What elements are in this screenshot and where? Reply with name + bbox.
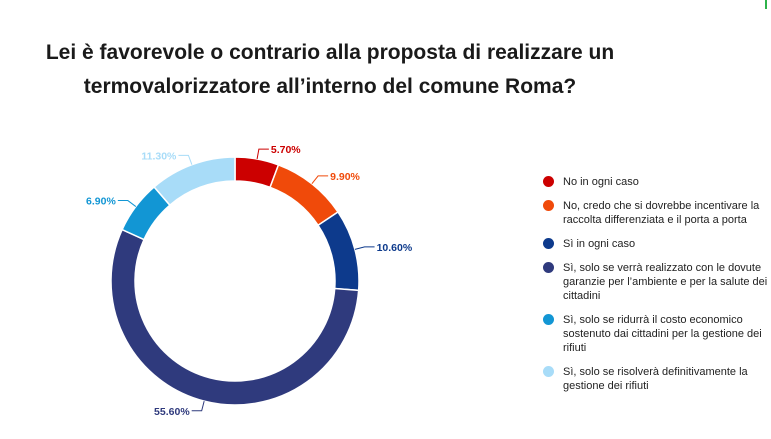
legend-swatch-icon xyxy=(543,262,554,273)
legend-label: No in ogni caso xyxy=(563,176,639,188)
chart-title-line-1: Lei è favorevole o contrario alla propos… xyxy=(45,41,615,64)
leader-line xyxy=(311,175,329,185)
leader-lines xyxy=(117,148,375,412)
legend-swatch-icon xyxy=(543,200,554,211)
data-labels: 5.70% 9.90% 10.60% 55.60% 6.90% 11.30% xyxy=(86,144,413,418)
legend-label: Sì, solo se ridurrà il costo economico s… xyxy=(563,314,762,354)
leader-line xyxy=(178,154,193,165)
legend-label: Sì in ogni caso xyxy=(563,238,636,250)
legend-swatch-icon xyxy=(543,314,554,325)
donut-slice xyxy=(153,156,236,207)
data-label: 6.90% xyxy=(86,196,116,208)
legend-item: No, credo che si dovrebbe incentivare la… xyxy=(543,199,768,227)
legend-swatch-icon xyxy=(543,176,554,187)
donut-slice xyxy=(269,163,340,227)
legend-label: Sì, solo se risolverà definitivamente la… xyxy=(563,366,748,392)
data-label: 10.60% xyxy=(377,242,413,254)
donut-slice xyxy=(317,210,360,292)
legend-swatch-icon xyxy=(543,238,554,249)
legend-item: Sì, solo se verrà realizzato con le dovu… xyxy=(543,261,768,303)
leader-line xyxy=(191,400,205,412)
leader-line xyxy=(117,200,137,207)
leader-line xyxy=(354,246,375,250)
chart-title-line-2: termovalorizzatore all’interno del comun… xyxy=(83,75,577,98)
chart-legend: No in ogni caso No, credo che si dovrebbe… xyxy=(543,175,768,403)
legend-label: No, credo che si dovrebbe incentivare la… xyxy=(563,200,760,226)
data-label: 11.30% xyxy=(141,150,177,162)
edge-marker xyxy=(765,0,767,9)
data-label: 55.60% xyxy=(154,406,190,418)
data-label: 5.70% xyxy=(271,144,301,156)
legend-item: Sì, solo se risolverà definitivamente la… xyxy=(543,365,768,393)
leader-line xyxy=(256,148,269,160)
legend-item: Sì, solo se ridurrà il costo economico s… xyxy=(543,313,768,355)
chart-title: Lei è favorevole o contrario alla propos… xyxy=(20,36,640,104)
legend-item: No in ogni caso xyxy=(543,175,768,189)
legend-item: Sì in ogni caso xyxy=(543,237,768,251)
data-label: 9.90% xyxy=(330,171,360,183)
donut-slice xyxy=(110,228,360,406)
legend-swatch-icon xyxy=(543,366,554,377)
legend-label: Sì, solo se verrà realizzato con le dovu… xyxy=(563,262,768,302)
donut-slices xyxy=(110,156,360,406)
